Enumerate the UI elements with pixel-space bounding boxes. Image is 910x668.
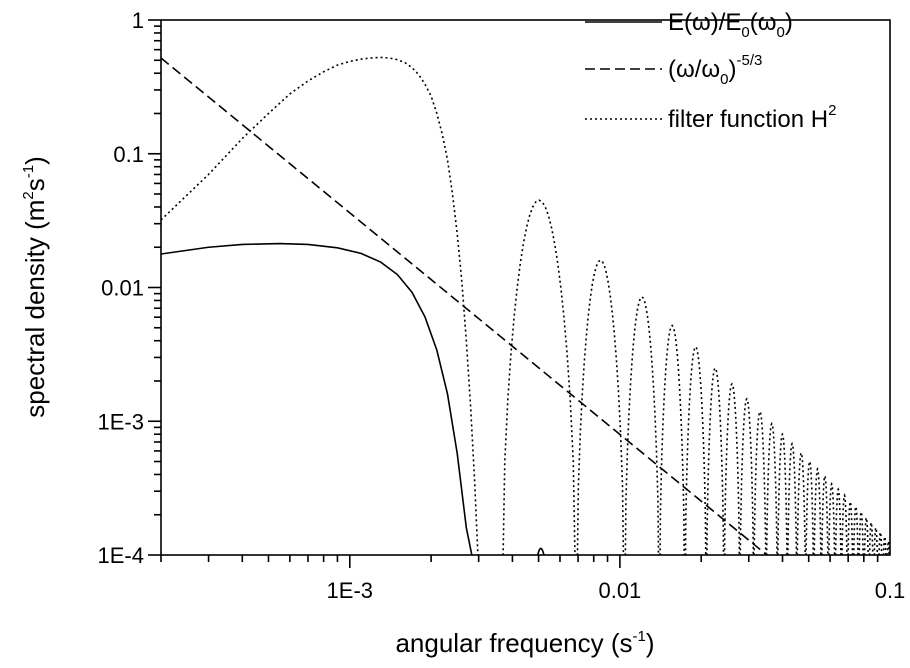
legend-label-power-law: (ω/ω0)-5/3 xyxy=(668,52,762,88)
x-axis-label: angular frequency (s-1) xyxy=(395,628,654,658)
legend-power-sup: -5/3 xyxy=(736,52,762,69)
y-tick-label: 1 xyxy=(132,8,144,33)
series-line-filter-function xyxy=(161,56,890,555)
y-axis-label-end: ) xyxy=(20,156,50,165)
legend-power-p1: (ω/ω xyxy=(668,56,720,83)
y-axis-label-mid: s xyxy=(20,178,50,191)
legend-label-energy-ratio: E(ω)/E0(ω0) xyxy=(668,9,793,41)
legend-energy-p1: E(ω)/E xyxy=(668,9,741,36)
legend-energy-s2: 0 xyxy=(776,24,784,41)
x-tick-label: 1E-3 xyxy=(327,578,373,603)
legend-energy-p3: ) xyxy=(785,9,793,36)
legend-power-s1: 0 xyxy=(720,71,728,88)
y-axis-label-sup1: 2 xyxy=(20,191,37,199)
legend-filter-sup: 2 xyxy=(828,102,836,119)
x-axis-label-base: angular frequency (s xyxy=(395,628,632,658)
axis-ticks xyxy=(148,19,879,568)
y-tick-label: 0.1 xyxy=(113,142,144,167)
y-axis-label: spectral density (m2s-1) xyxy=(20,156,50,418)
legend-energy-p2: (ω xyxy=(750,9,777,36)
x-tick-label: 0.01 xyxy=(598,578,641,603)
legend-energy-s1: 0 xyxy=(741,24,749,41)
y-tick-label: 0.01 xyxy=(101,276,144,301)
plot-frame xyxy=(160,19,891,556)
y-axis-label-base: spectral density (m xyxy=(20,200,50,418)
legend: E(ω)/E0(ω0) (ω/ω0)-5/3 filter function H… xyxy=(585,9,836,133)
x-axis-label-sup: -1 xyxy=(633,628,646,645)
y-axis-label-sup2: -1 xyxy=(20,165,37,178)
legend-label-filter-function: filter function H2 xyxy=(668,102,836,133)
tick-labels: 1E-3 0.01 0.1 1E-4 1E-3 0.01 0.1 1 xyxy=(98,8,906,603)
x-axis-label-end: ) xyxy=(646,628,655,658)
legend-filter-p1: filter function H xyxy=(668,106,828,133)
x-tick-label: 0.1 xyxy=(875,578,906,603)
series-line-energy-ratio-bump xyxy=(536,547,545,555)
y-tick-label: 1E-3 xyxy=(98,409,144,434)
series-line-energy-ratio xyxy=(161,242,473,555)
legend-power-p2: ) xyxy=(728,56,736,83)
plot-area xyxy=(161,56,890,555)
y-tick-label: 1E-4 xyxy=(98,543,144,568)
